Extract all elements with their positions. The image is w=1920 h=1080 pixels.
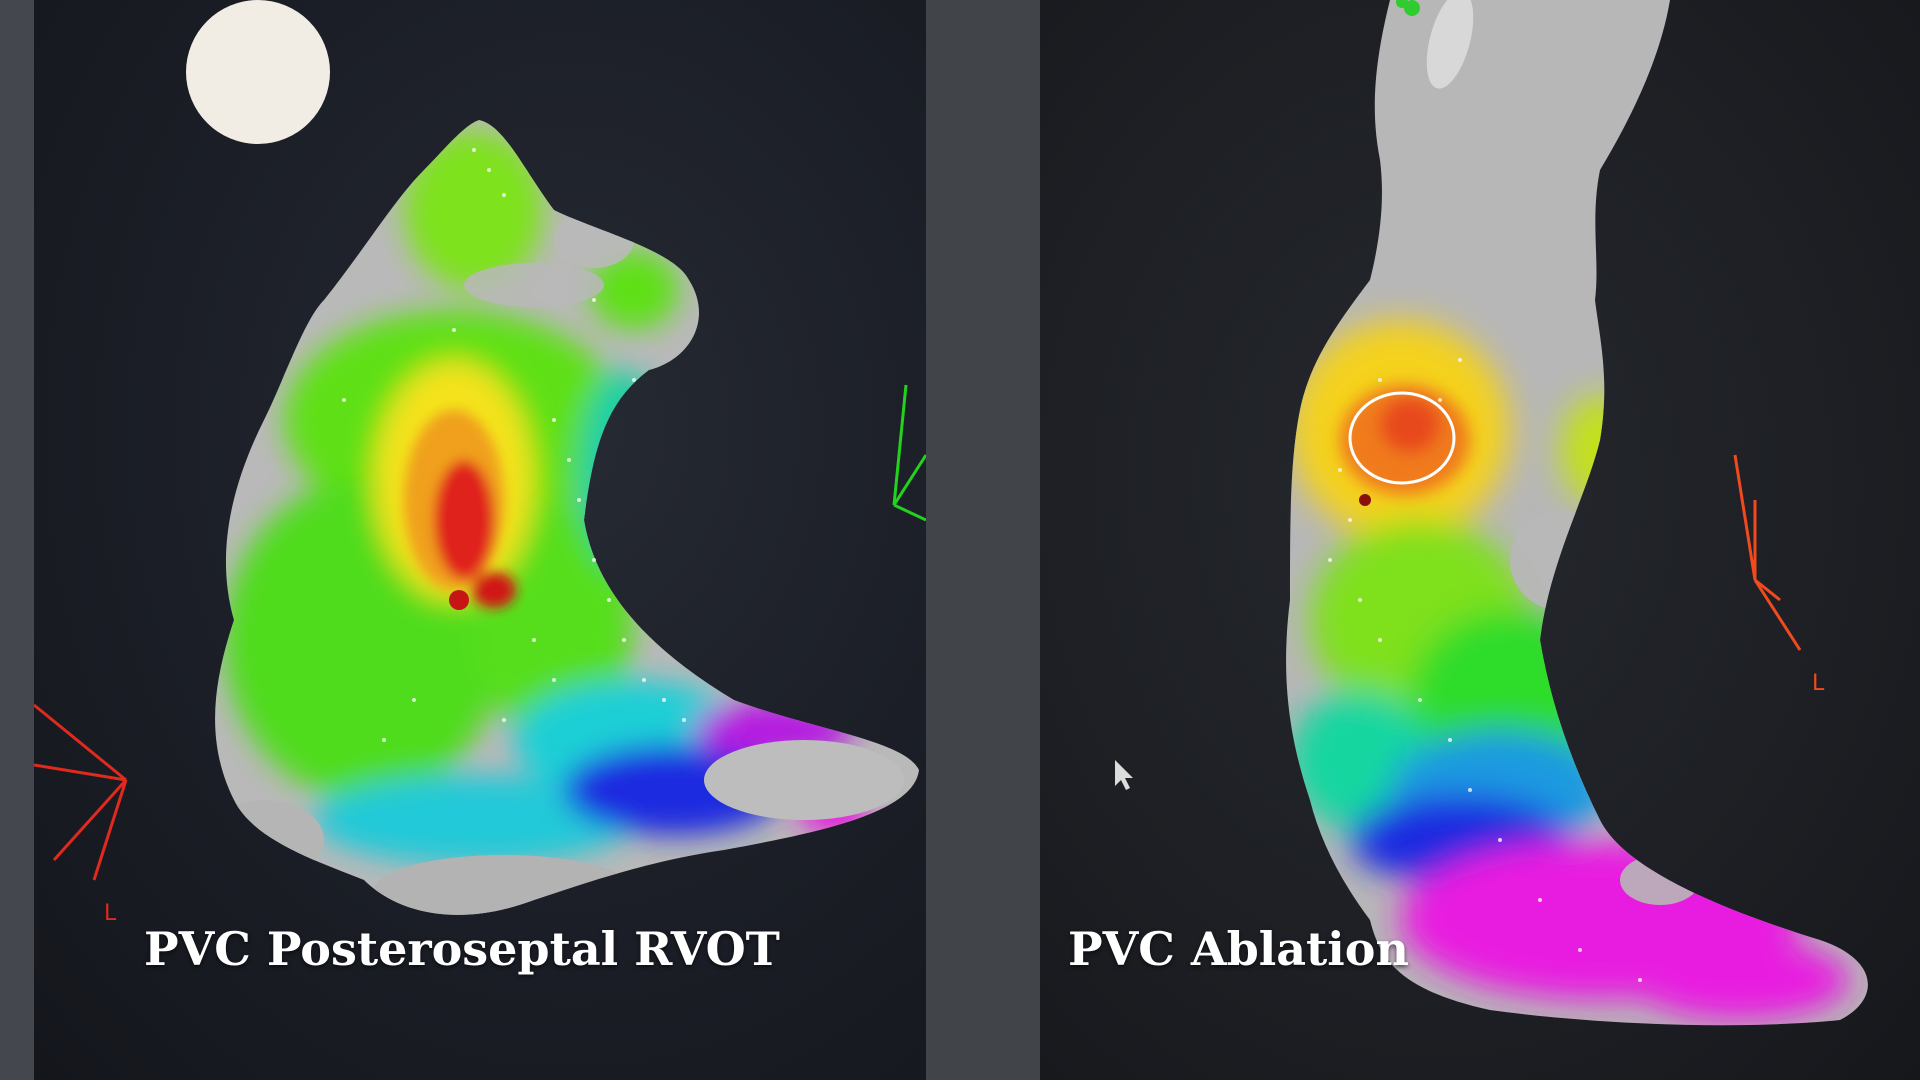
- orientation-axes-icon-right: [1733, 454, 1802, 651]
- catheter-tip-icon-right: [1359, 494, 1371, 506]
- mapping-points: [342, 148, 686, 742]
- right-caption: PVC Ablation: [1068, 922, 1409, 976]
- catheter-tip-icon: [449, 590, 469, 610]
- left-activation-map: L: [34, 0, 926, 926]
- right-orientation-label: L: [1812, 671, 1825, 696]
- orientation-axes-icon: [34, 703, 128, 881]
- secondary-axes-icon: [892, 384, 926, 522]
- left-map-panel: L PVC Posteroseptal RVOT: [34, 0, 926, 1080]
- activation-color-layer-right: [1290, 320, 1850, 1020]
- ablation-lesion-ring: [1348, 391, 1456, 485]
- light-sphere-icon: [186, 0, 330, 144]
- mapping-points-right: [1328, 358, 1642, 982]
- catheter-icon: [1426, 0, 1474, 89]
- left-caption: PVC Posteroseptal RVOT: [144, 922, 780, 976]
- mouse-cursor-icon: [1115, 760, 1133, 790]
- left-orientation-label: L: [104, 901, 117, 926]
- middle-divider: [926, 0, 1040, 1080]
- right-map-panel: L PVC Ablation: [1040, 0, 1920, 1080]
- right-activation-map: L: [1115, 0, 1868, 1026]
- left-frame-border: [0, 0, 34, 1080]
